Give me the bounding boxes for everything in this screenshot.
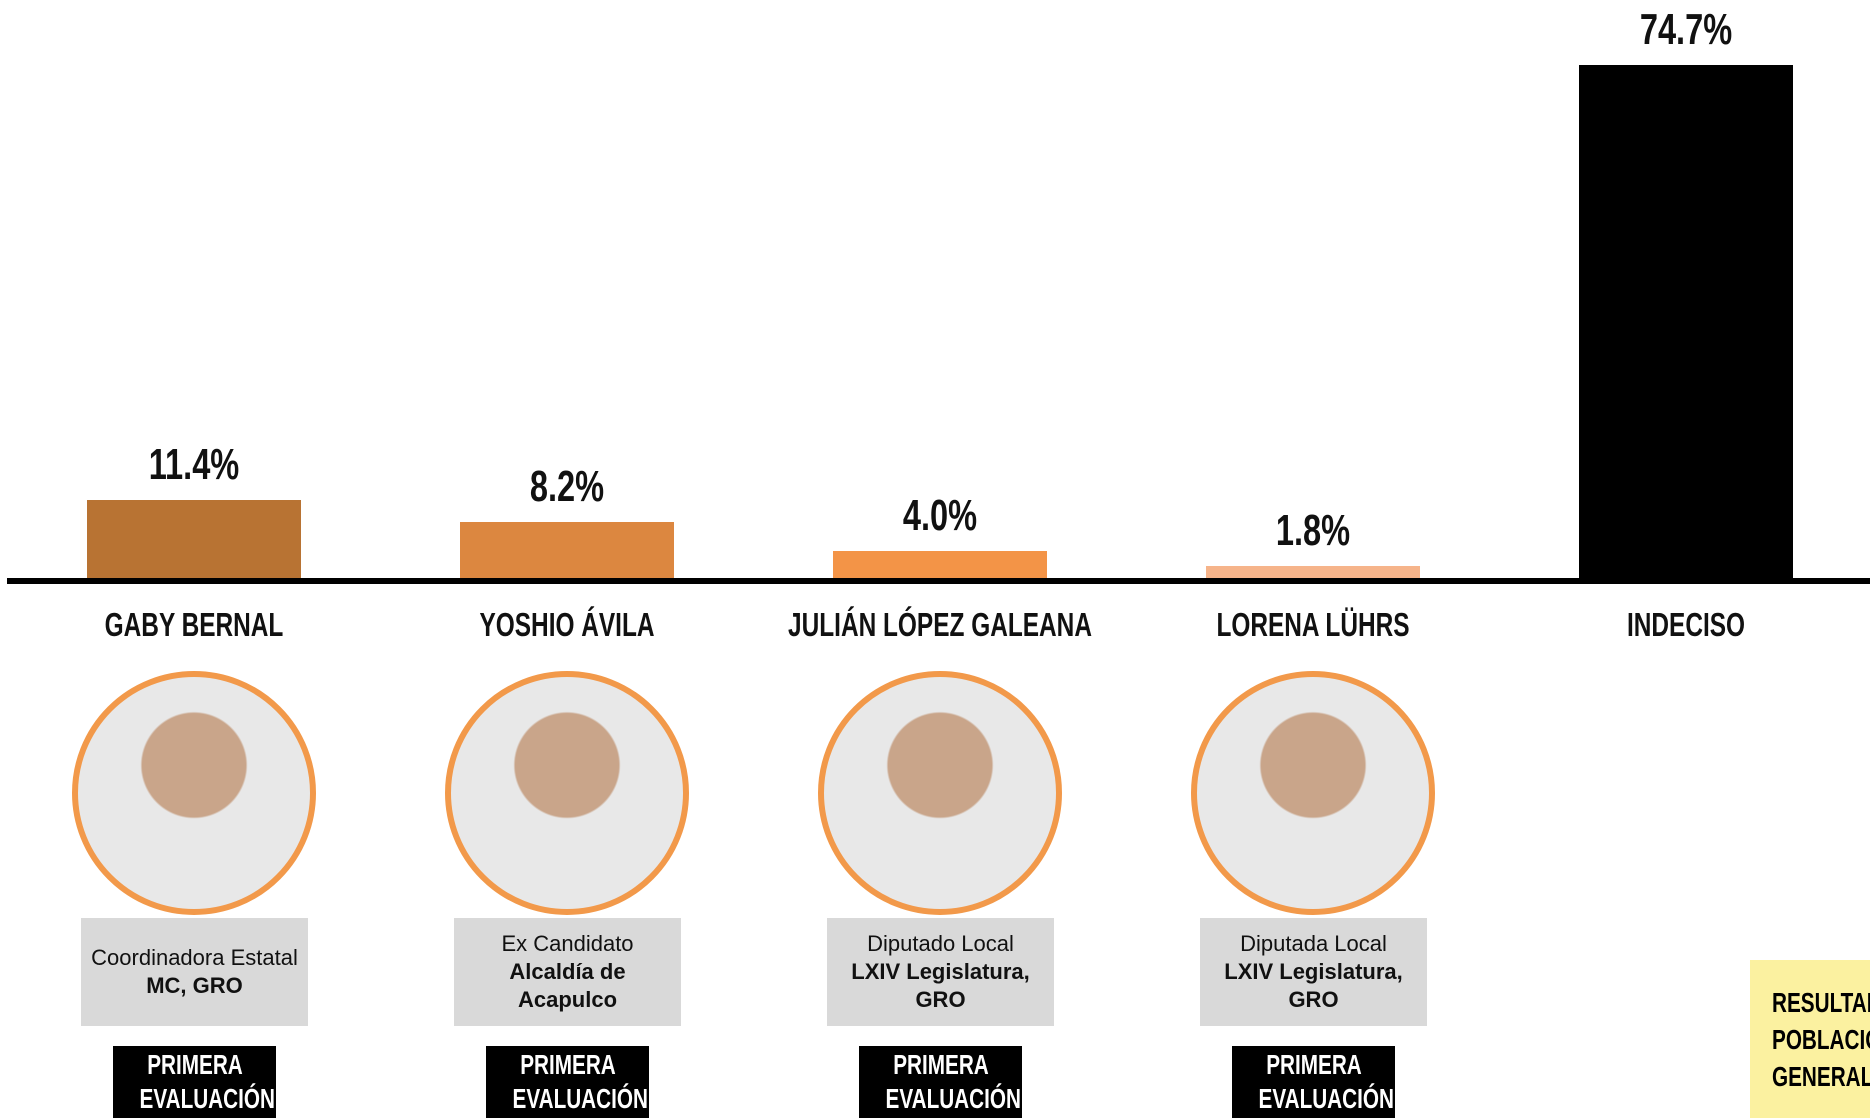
badge: PRIMERA EVALUACIÓN [113,1046,276,1118]
value-label: 74.7% [1639,5,1733,55]
badge: PRIMERA EVALUACIÓN [859,1046,1022,1118]
badge: PRIMERA EVALUACIÓN [486,1046,649,1118]
bar [460,521,674,578]
badge-text: PRIMERA EVALUACIÓN [512,1049,648,1114]
candidate-role: Diputada Local [1240,931,1387,956]
candidate-office: LXIV Legislatura, GRO [851,959,1030,1012]
note-box: RESULTADO POBLACIÓN GENERAL [1750,960,1870,1118]
candidate-detail: Ex Candidato Alcaldía de Acapulco [454,918,681,1026]
category-label: YOSHIO ÁVILA [479,606,655,643]
value-label: 11.4% [148,439,240,489]
candidate-photo [72,671,316,915]
category-label: LORENA LÜHRS [1216,606,1410,643]
category-label: INDECISO [1626,606,1746,643]
bar [1206,565,1420,578]
candidate-office: Alcaldía de Acapulco [509,959,626,1012]
category-label: JULIÁN LÓPEZ GALEANA [788,606,1092,643]
value-label: 8.2% [529,461,605,511]
candidate-photo [1191,671,1435,915]
badge: PRIMERA EVALUACIÓN [1232,1046,1395,1118]
candidate-photo [445,671,689,915]
bar [87,499,301,578]
note-text: RESULTADO POBLACIÓN GENERAL [1772,986,1870,1092]
category-label: GABY BERNAL [104,606,284,643]
badge-text: PRIMERA EVALUACIÓN [139,1049,275,1114]
candidate-role: Diputado Local [867,931,1014,956]
value-label: 4.0% [902,490,978,540]
candidate-role: Ex Candidato [501,931,634,956]
candidate-role: Coordinadora Estatal [91,945,298,970]
value-label: 1.8% [1275,505,1351,555]
bar [1579,65,1793,578]
candidate-office: LXIV Legislatura, GRO [1224,959,1403,1012]
bar [833,550,1047,578]
candidate-detail: Diputado Local LXIV Legislatura, GRO [827,918,1054,1026]
baseline [7,578,1870,584]
candidate-detail: Coordinadora Estatal MC, GRO [81,918,308,1026]
candidate-office: MC, GRO [146,973,243,998]
candidate-photo [818,671,1062,915]
badge-text: PRIMERA EVALUACIÓN [1258,1049,1394,1114]
badge-text: PRIMERA EVALUACIÓN [885,1049,1021,1114]
candidate-detail: Diputada Local LXIV Legislatura, GRO [1200,918,1427,1026]
